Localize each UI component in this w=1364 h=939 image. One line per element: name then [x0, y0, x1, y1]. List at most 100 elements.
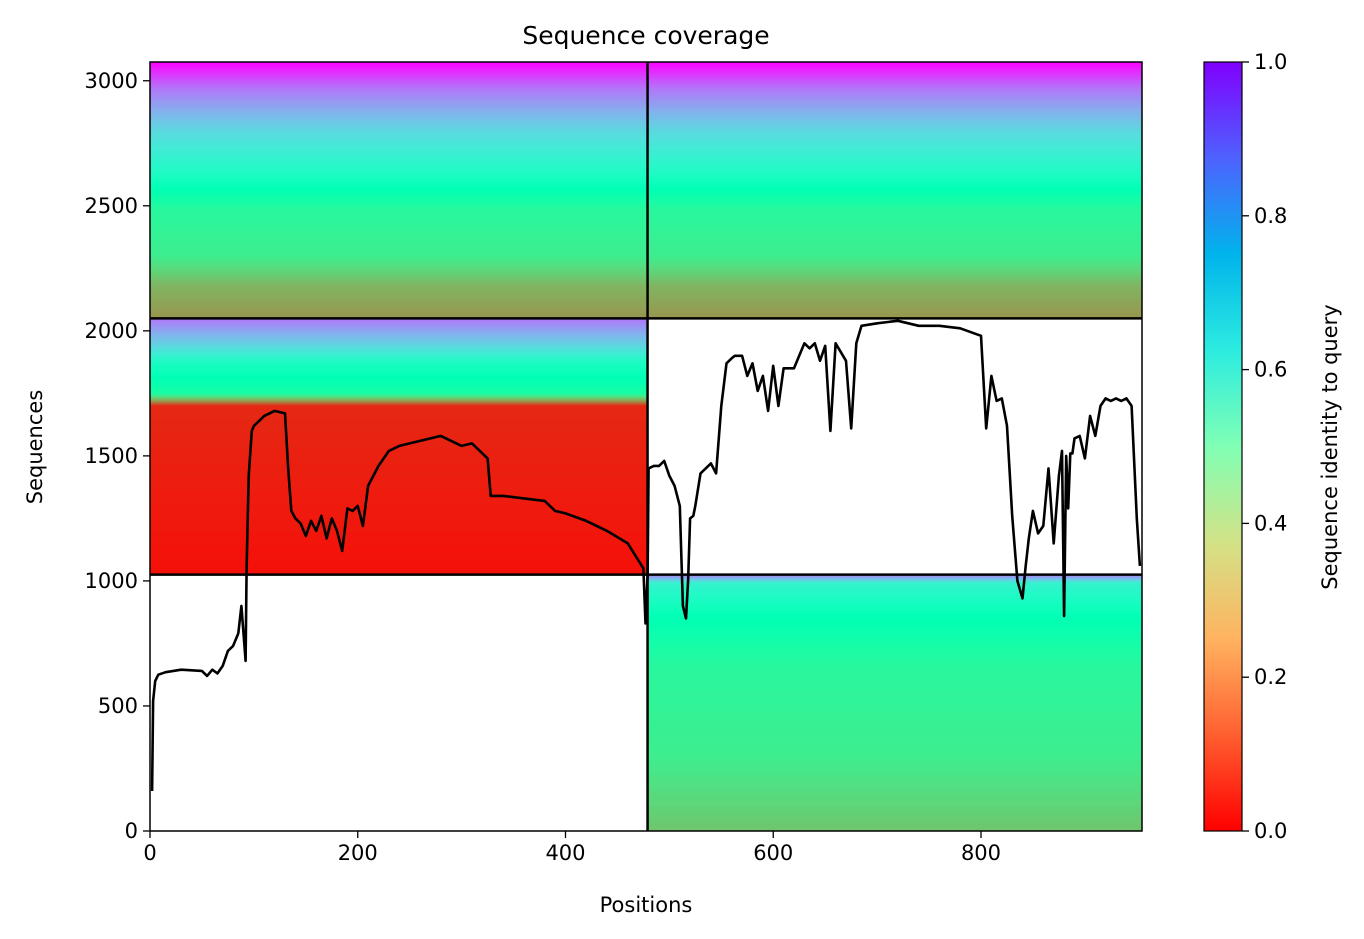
- identity-band: [647, 618, 1142, 624]
- identity-band: [150, 390, 648, 394]
- identity-band: [150, 240, 648, 246]
- identity-band: [150, 70, 648, 74]
- identity-band: [647, 210, 1142, 216]
- identity-band: [647, 77, 1142, 81]
- identity-band: [150, 345, 648, 348]
- identity-band: [647, 260, 1142, 264]
- identity-band: [150, 181, 648, 186]
- identity-band: [150, 339, 648, 342]
- identity-band: [647, 102, 1142, 107]
- identity-band: [150, 83, 648, 87]
- identity-band: [150, 265, 648, 269]
- identity-band: [647, 214, 1142, 219]
- identity-band: [150, 419, 648, 435]
- identity-band: [150, 62, 648, 65]
- identity-band: [647, 664, 1142, 670]
- identity-band: [150, 433, 648, 449]
- identity-band: [647, 91, 1142, 96]
- identity-band: [647, 168, 1142, 173]
- identity-band: [647, 748, 1142, 757]
- x-tick-label: 400: [545, 841, 585, 865]
- identity-band: [150, 310, 648, 314]
- identity-band: [150, 320, 648, 324]
- identity-band: [647, 81, 1142, 85]
- identity-band: [150, 383, 648, 387]
- identity-band: [647, 668, 1142, 677]
- identity-band: [647, 312, 1142, 317]
- identity-band: [647, 187, 1142, 191]
- identity-band: [647, 72, 1142, 76]
- identity-band: [150, 105, 648, 111]
- identity-band: [150, 178, 648, 183]
- identity-band: [647, 626, 1142, 632]
- identity-band: [150, 402, 648, 405]
- identity-band: [647, 818, 1142, 821]
- identity-band: [150, 248, 648, 253]
- identity-band: [150, 322, 648, 326]
- y-axis-label: Sequences: [23, 390, 47, 505]
- colorbar-tick-label: 0.8: [1254, 204, 1287, 228]
- identity-band: [150, 175, 648, 180]
- identity-band: [150, 385, 648, 389]
- identity-band: [150, 378, 648, 382]
- identity-band: [150, 127, 648, 132]
- identity-band: [647, 196, 1142, 200]
- block-dividers: [150, 62, 1142, 831]
- heatmap-block: [150, 318, 648, 576]
- y-tick-label: 2000: [85, 319, 138, 343]
- identity-band: [647, 675, 1142, 684]
- identity-band: [150, 330, 648, 334]
- identity-band: [150, 504, 648, 519]
- identity-band: [647, 299, 1142, 303]
- identity-band: [150, 95, 648, 100]
- identity-band: [647, 824, 1142, 827]
- identity-band: [647, 615, 1142, 620]
- identity-band: [150, 343, 648, 346]
- identity-band: [150, 393, 648, 395]
- identity-band: [647, 175, 1142, 180]
- identity-band: [150, 275, 648, 279]
- identity-band: [150, 237, 648, 242]
- identity-band: [647, 578, 1142, 580]
- identity-band: [150, 72, 648, 76]
- identity-band: [150, 210, 648, 216]
- identity-band: [150, 360, 648, 363]
- identity-band: [150, 168, 648, 173]
- identity-band: [150, 66, 648, 70]
- identity-band: [150, 560, 648, 576]
- identity-band: [647, 827, 1142, 830]
- identity-band: [647, 630, 1142, 636]
- identity-band: [647, 288, 1142, 292]
- identity-band: [150, 263, 648, 267]
- identity-band: [647, 293, 1142, 298]
- identity-band: [150, 337, 648, 340]
- identity-band: [150, 184, 648, 189]
- identity-band: [150, 138, 648, 143]
- x-axis: 0 200 400 600 800: [143, 831, 1001, 865]
- identity-band: [150, 358, 648, 361]
- identity-band: [150, 270, 648, 274]
- identity-band: [647, 222, 1142, 227]
- x-axis-label: Positions: [600, 893, 693, 917]
- identity-band: [150, 296, 648, 300]
- identity-band: [647, 598, 1142, 602]
- heatmap-blocks: [150, 62, 1142, 831]
- identity-band: [647, 258, 1142, 262]
- identity-band: [150, 214, 648, 219]
- identity-band: [647, 193, 1142, 197]
- identity-band: [647, 207, 1142, 212]
- colorbar-axis: 0.0 0.2 0.4 0.6 0.8 1.0: [1242, 50, 1287, 843]
- identity-band: [647, 109, 1142, 114]
- identity-band: [647, 68, 1142, 72]
- identity-band: [647, 75, 1142, 78]
- identity-band: [150, 109, 648, 114]
- identity-band: [647, 123, 1142, 128]
- identity-band: [647, 275, 1142, 279]
- identity-band: [647, 760, 1142, 767]
- identity-band: [647, 589, 1142, 593]
- x-tick-label: 600: [753, 841, 793, 865]
- identity-band: [150, 190, 648, 194]
- identity-band: [647, 817, 1142, 820]
- identity-band: [647, 202, 1142, 206]
